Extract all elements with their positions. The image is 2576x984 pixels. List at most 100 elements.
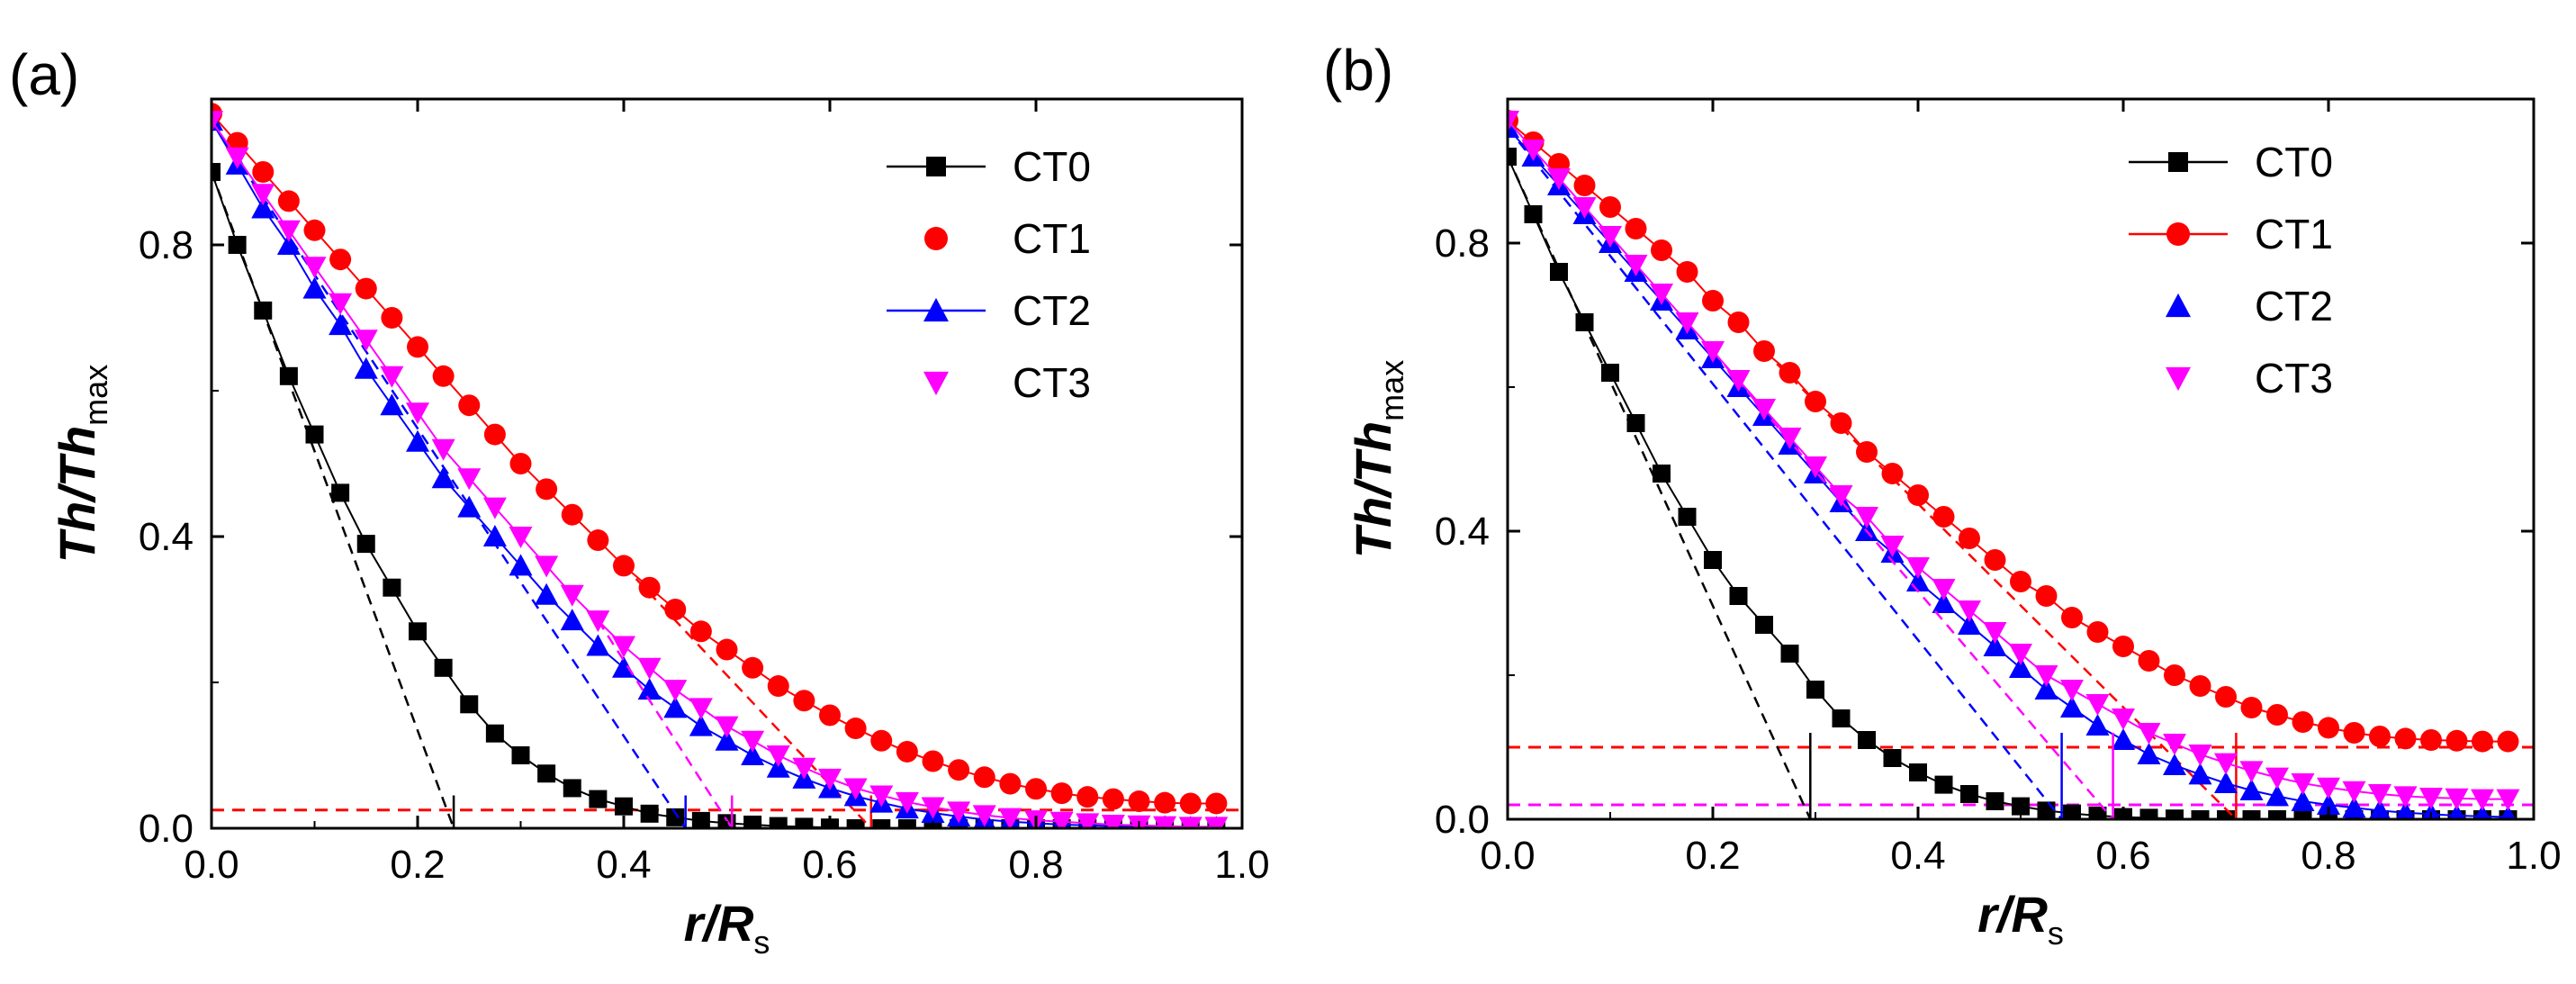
series-line xyxy=(1508,120,2508,743)
data-point xyxy=(431,438,455,461)
data-point xyxy=(2471,789,2494,811)
data-point xyxy=(2291,790,2315,811)
data-point xyxy=(1128,790,1150,813)
data-point xyxy=(380,393,404,416)
data-point xyxy=(1804,456,1827,478)
panel-label: (a) xyxy=(9,42,79,107)
data-point xyxy=(715,716,739,738)
data-point xyxy=(1880,536,1905,557)
data-point xyxy=(1599,196,1621,218)
y-axis-title: Th/Thmax xyxy=(1345,360,1410,558)
data-point xyxy=(1050,782,1073,805)
data-point xyxy=(2496,789,2520,811)
series-ct3 xyxy=(1508,111,2520,819)
series-ct0 xyxy=(212,163,1226,828)
data-point xyxy=(1932,579,1956,600)
data-point xyxy=(212,111,223,133)
data-point xyxy=(434,658,453,677)
data-point xyxy=(1601,364,1619,382)
data-point xyxy=(1780,645,1799,663)
x-tick-label: 0.4 xyxy=(596,843,651,887)
data-point xyxy=(1675,312,1699,334)
data-point xyxy=(407,336,428,358)
data-point xyxy=(409,622,427,641)
data-point xyxy=(1178,817,1202,828)
data-point xyxy=(1729,587,1748,605)
data-point xyxy=(2137,743,2161,764)
data-point xyxy=(536,478,558,501)
x-tick-label: 0.4 xyxy=(1890,834,1945,878)
data-point xyxy=(689,620,712,643)
data-point xyxy=(331,483,350,502)
data-point xyxy=(2497,730,2519,753)
x-tick-label: 1.0 xyxy=(2506,834,2561,878)
data-point xyxy=(1778,428,1802,449)
x-tick-label: 0.8 xyxy=(2301,834,2355,878)
data-point xyxy=(1599,226,1622,248)
data-point xyxy=(563,779,581,798)
data-point xyxy=(279,366,298,385)
data-point xyxy=(2088,807,2107,819)
series-line xyxy=(212,120,1217,828)
data-point xyxy=(1653,465,1671,483)
data-point xyxy=(1076,786,1099,808)
y-axis-title: Th/Thmax xyxy=(49,365,114,563)
data-point xyxy=(872,819,891,828)
data-point xyxy=(1984,549,2006,571)
x-axis-subscript: s xyxy=(2048,915,2064,952)
data-point xyxy=(458,394,481,417)
data-point xyxy=(586,610,610,633)
data-point xyxy=(1575,313,1594,331)
data-point xyxy=(1702,290,1724,311)
panel-a: (a) 0.0 0.2 0.4 0.6 0.8 1.0 0.0 0.4 0.8 r/Rs Th/Thm… xyxy=(9,42,1270,961)
data-point xyxy=(1779,362,1801,384)
x-tick-label: 0.2 xyxy=(1685,834,1740,878)
data-point xyxy=(2034,678,2058,700)
data-point xyxy=(1986,792,2004,810)
data-point xyxy=(1101,814,1125,828)
data-point xyxy=(2086,621,2109,643)
data-point xyxy=(638,576,661,599)
data-point xyxy=(2112,728,2135,750)
data-point xyxy=(819,704,841,727)
data-point xyxy=(2368,799,2391,819)
data-point xyxy=(2293,810,2312,819)
tangent-line xyxy=(1508,127,2063,819)
data-point xyxy=(354,330,378,352)
data-point xyxy=(276,233,301,255)
data-point xyxy=(2342,796,2366,818)
data-point xyxy=(1959,528,1980,549)
data-point xyxy=(329,313,353,336)
data-point xyxy=(1678,508,1697,526)
data-point xyxy=(1205,792,1228,815)
data-point xyxy=(1508,148,1517,166)
x-tick-label: 1.0 xyxy=(1214,843,1269,887)
data-point xyxy=(2163,734,2186,755)
data-point xyxy=(1049,811,1074,828)
data-point xyxy=(305,425,324,444)
x-axis-title: r/Rs xyxy=(684,895,770,961)
data-point xyxy=(973,766,995,789)
data-point xyxy=(844,718,867,740)
data-point xyxy=(663,696,688,718)
data-point xyxy=(2009,656,2032,678)
x-tick-label: 0.6 xyxy=(802,843,857,887)
data-point xyxy=(2369,726,2391,747)
data-point xyxy=(1858,731,1876,749)
data-point xyxy=(769,817,788,828)
data-point xyxy=(2010,571,2031,592)
data-point xyxy=(228,236,247,254)
data-point xyxy=(2266,704,2288,726)
data-point xyxy=(2445,788,2469,810)
y-axis-subscript: max xyxy=(1374,360,1410,421)
data-point xyxy=(2419,788,2443,809)
data-point xyxy=(2420,729,2442,751)
data-point xyxy=(895,791,919,814)
data-point xyxy=(1855,507,1878,528)
tangent-line xyxy=(212,120,687,828)
x-axis-subscript: s xyxy=(753,924,770,961)
data-point xyxy=(1805,391,1826,412)
data-point xyxy=(741,744,765,765)
data-point xyxy=(509,527,533,548)
data-point xyxy=(2421,802,2441,819)
